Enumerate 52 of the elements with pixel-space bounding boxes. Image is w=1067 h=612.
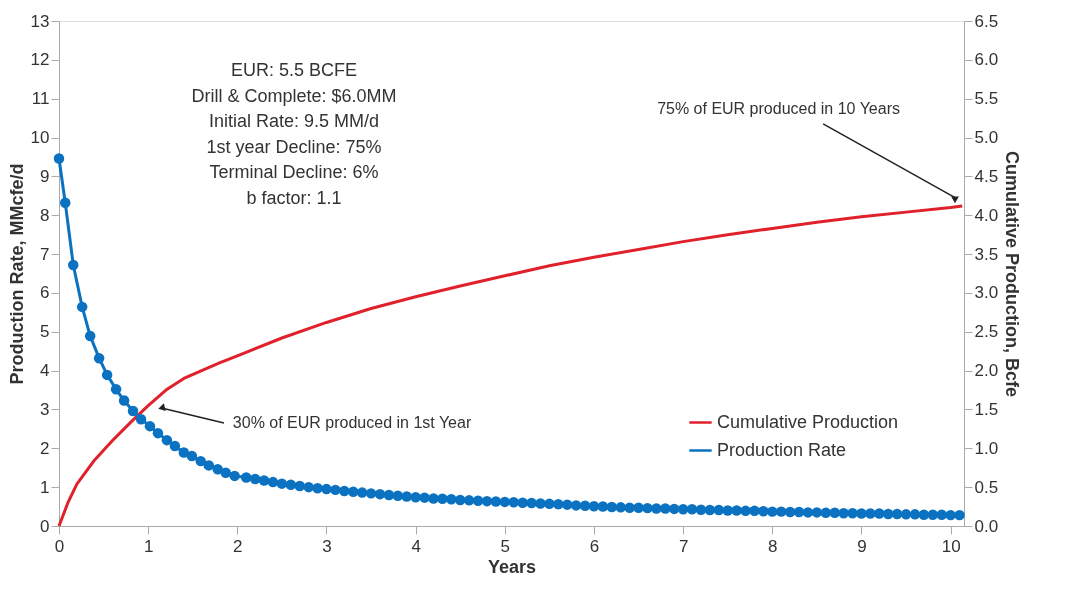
- y2-tick-label: 3.0: [974, 283, 999, 303]
- y2-tick-label: 0.5: [974, 477, 999, 497]
- y-tick-label: 5: [40, 322, 50, 342]
- x-tick-label: 8: [768, 536, 778, 556]
- y2-tick-label: 3.5: [974, 244, 999, 264]
- y-tick-label: 0: [40, 516, 50, 536]
- annotation: 75% of EUR produced in 10 Years: [657, 100, 900, 118]
- x-tick-label: 3: [322, 536, 332, 556]
- annotation: 1st year Decline: 75%: [206, 136, 382, 157]
- x-tick-label: 6: [589, 536, 600, 556]
- y-tick-label: 9: [40, 166, 50, 186]
- x-tick-label: 9: [857, 536, 867, 556]
- y-tick-label: 10: [30, 128, 50, 148]
- annotation: Initial Rate: 9.5 MM/d: [208, 111, 380, 131]
- y2-tick-label: 1.0: [974, 438, 999, 458]
- y-tick-label: 11: [31, 89, 50, 109]
- y-tick-label: 12: [30, 50, 50, 70]
- annotation: 30% of EUR produced in 1st Year: [232, 414, 472, 432]
- y-tick-label: 3: [40, 399, 50, 419]
- x-tick-label: 0: [54, 536, 65, 556]
- x-tick-label: 7: [678, 536, 689, 556]
- annotation: Drill & Complete: $6.0MM: [191, 85, 397, 106]
- legend-label: Production Rate: [717, 439, 847, 460]
- annotation: b factor: 1.1: [246, 187, 342, 208]
- y2-tick-label: 2.0: [974, 361, 999, 381]
- annotation: Terminal Decline: 6%: [209, 162, 379, 182]
- y2-tick-label: 2.5: [974, 322, 999, 342]
- y2-tick-label: 1.5: [974, 399, 999, 419]
- x-tick-label: 1: [143, 536, 154, 556]
- x-axis-title: Years: [487, 556, 537, 577]
- y2-tick-label: 6.5: [974, 11, 999, 31]
- y-tick-label: 4: [40, 361, 50, 381]
- y2-tick-label: 4.0: [974, 205, 999, 225]
- x-tick-label: 4: [411, 536, 421, 556]
- y2-tick-label: 5.0: [974, 128, 999, 148]
- y2-tick-label: 5.5: [974, 89, 999, 109]
- x-tick-label: 10: [941, 536, 961, 556]
- y-tick-label: 8: [40, 205, 50, 225]
- y2-tick-label: 0.0: [974, 516, 999, 536]
- y2-axis-title: Cumulative Production, Bcfe: [1002, 150, 1023, 398]
- y-tick-label: 13: [30, 11, 50, 31]
- y-tick-label: 1: [40, 477, 50, 497]
- y-axis-title: Production Rate, MMcfe/d: [6, 163, 27, 385]
- annotation: EUR: 5.5 BCFE: [230, 60, 358, 80]
- legend-label: Cumulative Production: [717, 411, 899, 432]
- y-tick-label: 6: [40, 283, 50, 303]
- x-tick-label: 2: [233, 536, 243, 556]
- y2-tick-label: 6.0: [974, 50, 999, 70]
- x-tick-label: 5: [500, 536, 511, 556]
- y-tick-label: 2: [40, 438, 50, 458]
- y2-tick-label: 4.5: [974, 166, 999, 186]
- y-tick-label: 7: [40, 244, 50, 264]
